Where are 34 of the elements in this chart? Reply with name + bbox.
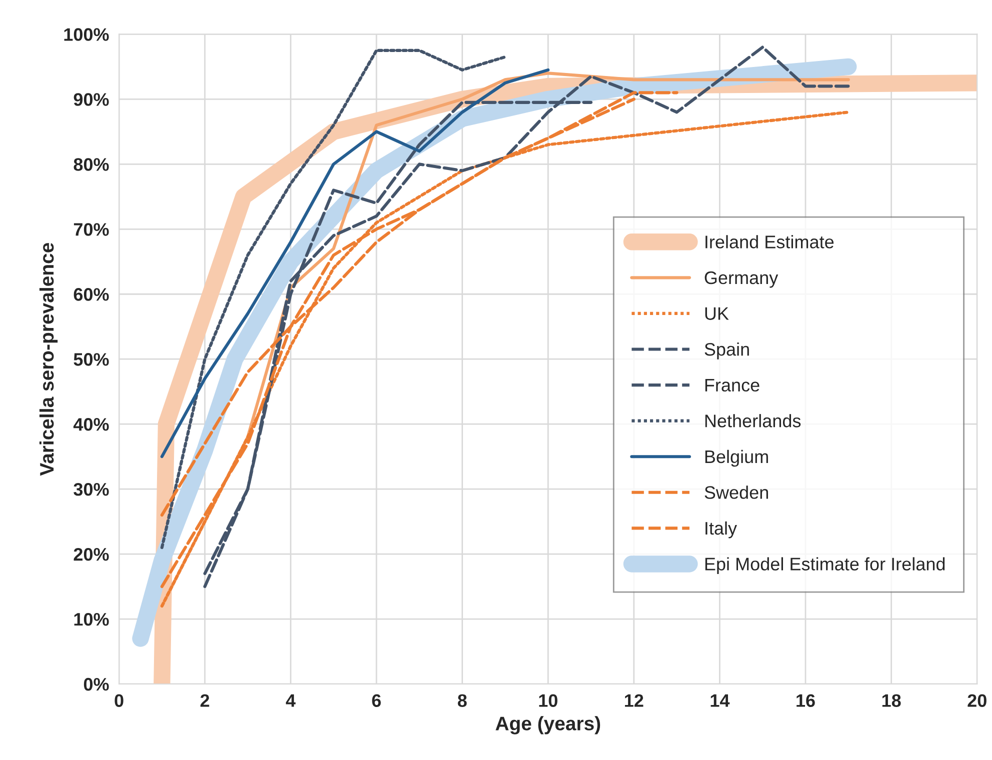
y-tick-label: 80% [74, 158, 109, 171]
y-tick-label: 10% [74, 612, 109, 626]
legend-label: Ireland Estimate [706, 235, 834, 248]
legend-label: UK [705, 307, 729, 320]
x-tick-label: 8 [458, 694, 467, 707]
y-tick-label: 60% [74, 288, 109, 301]
x-tick-label: 18 [882, 694, 901, 707]
x-tick-label: 0 [114, 694, 124, 707]
x-tick-label: 4 [286, 694, 296, 707]
y-tick-label: 90% [74, 93, 109, 106]
y-axis-title: Varicella sero-prevalence [39, 243, 58, 476]
y-tick-label: 20% [74, 548, 109, 561]
y-tick-label: 40% [73, 418, 109, 431]
y-tick-label: 50% [74, 353, 109, 366]
x-tick-label: 12 [624, 694, 644, 707]
x-tick-label: 16 [796, 694, 815, 707]
legend-label: Spain [704, 342, 749, 360]
x-axis-title: Age (years) [496, 716, 600, 734]
x-tick-label: 10 [539, 694, 558, 707]
y-tick-label: 70% [74, 223, 109, 236]
legend-label: Italy [706, 521, 737, 538]
y-tick-label: 0% [84, 678, 109, 691]
legend-label: Belgium [705, 450, 768, 467]
legend-label: France [705, 378, 760, 392]
x-tick-label: 14 [710, 694, 730, 707]
legend-label: Germany [704, 271, 778, 288]
y-tick-label: 100% [64, 28, 109, 41]
x-tick-label: 20 [968, 694, 986, 707]
y-tick-label: 30% [74, 482, 109, 496]
legend-label: Netherlands [705, 414, 801, 428]
x-tick-label: 2 [200, 694, 210, 707]
legend-label: Sweden [704, 486, 768, 499]
legend-label: Epi Model Estimate for Ireland [705, 557, 945, 574]
x-tick-label: 6 [372, 694, 381, 707]
